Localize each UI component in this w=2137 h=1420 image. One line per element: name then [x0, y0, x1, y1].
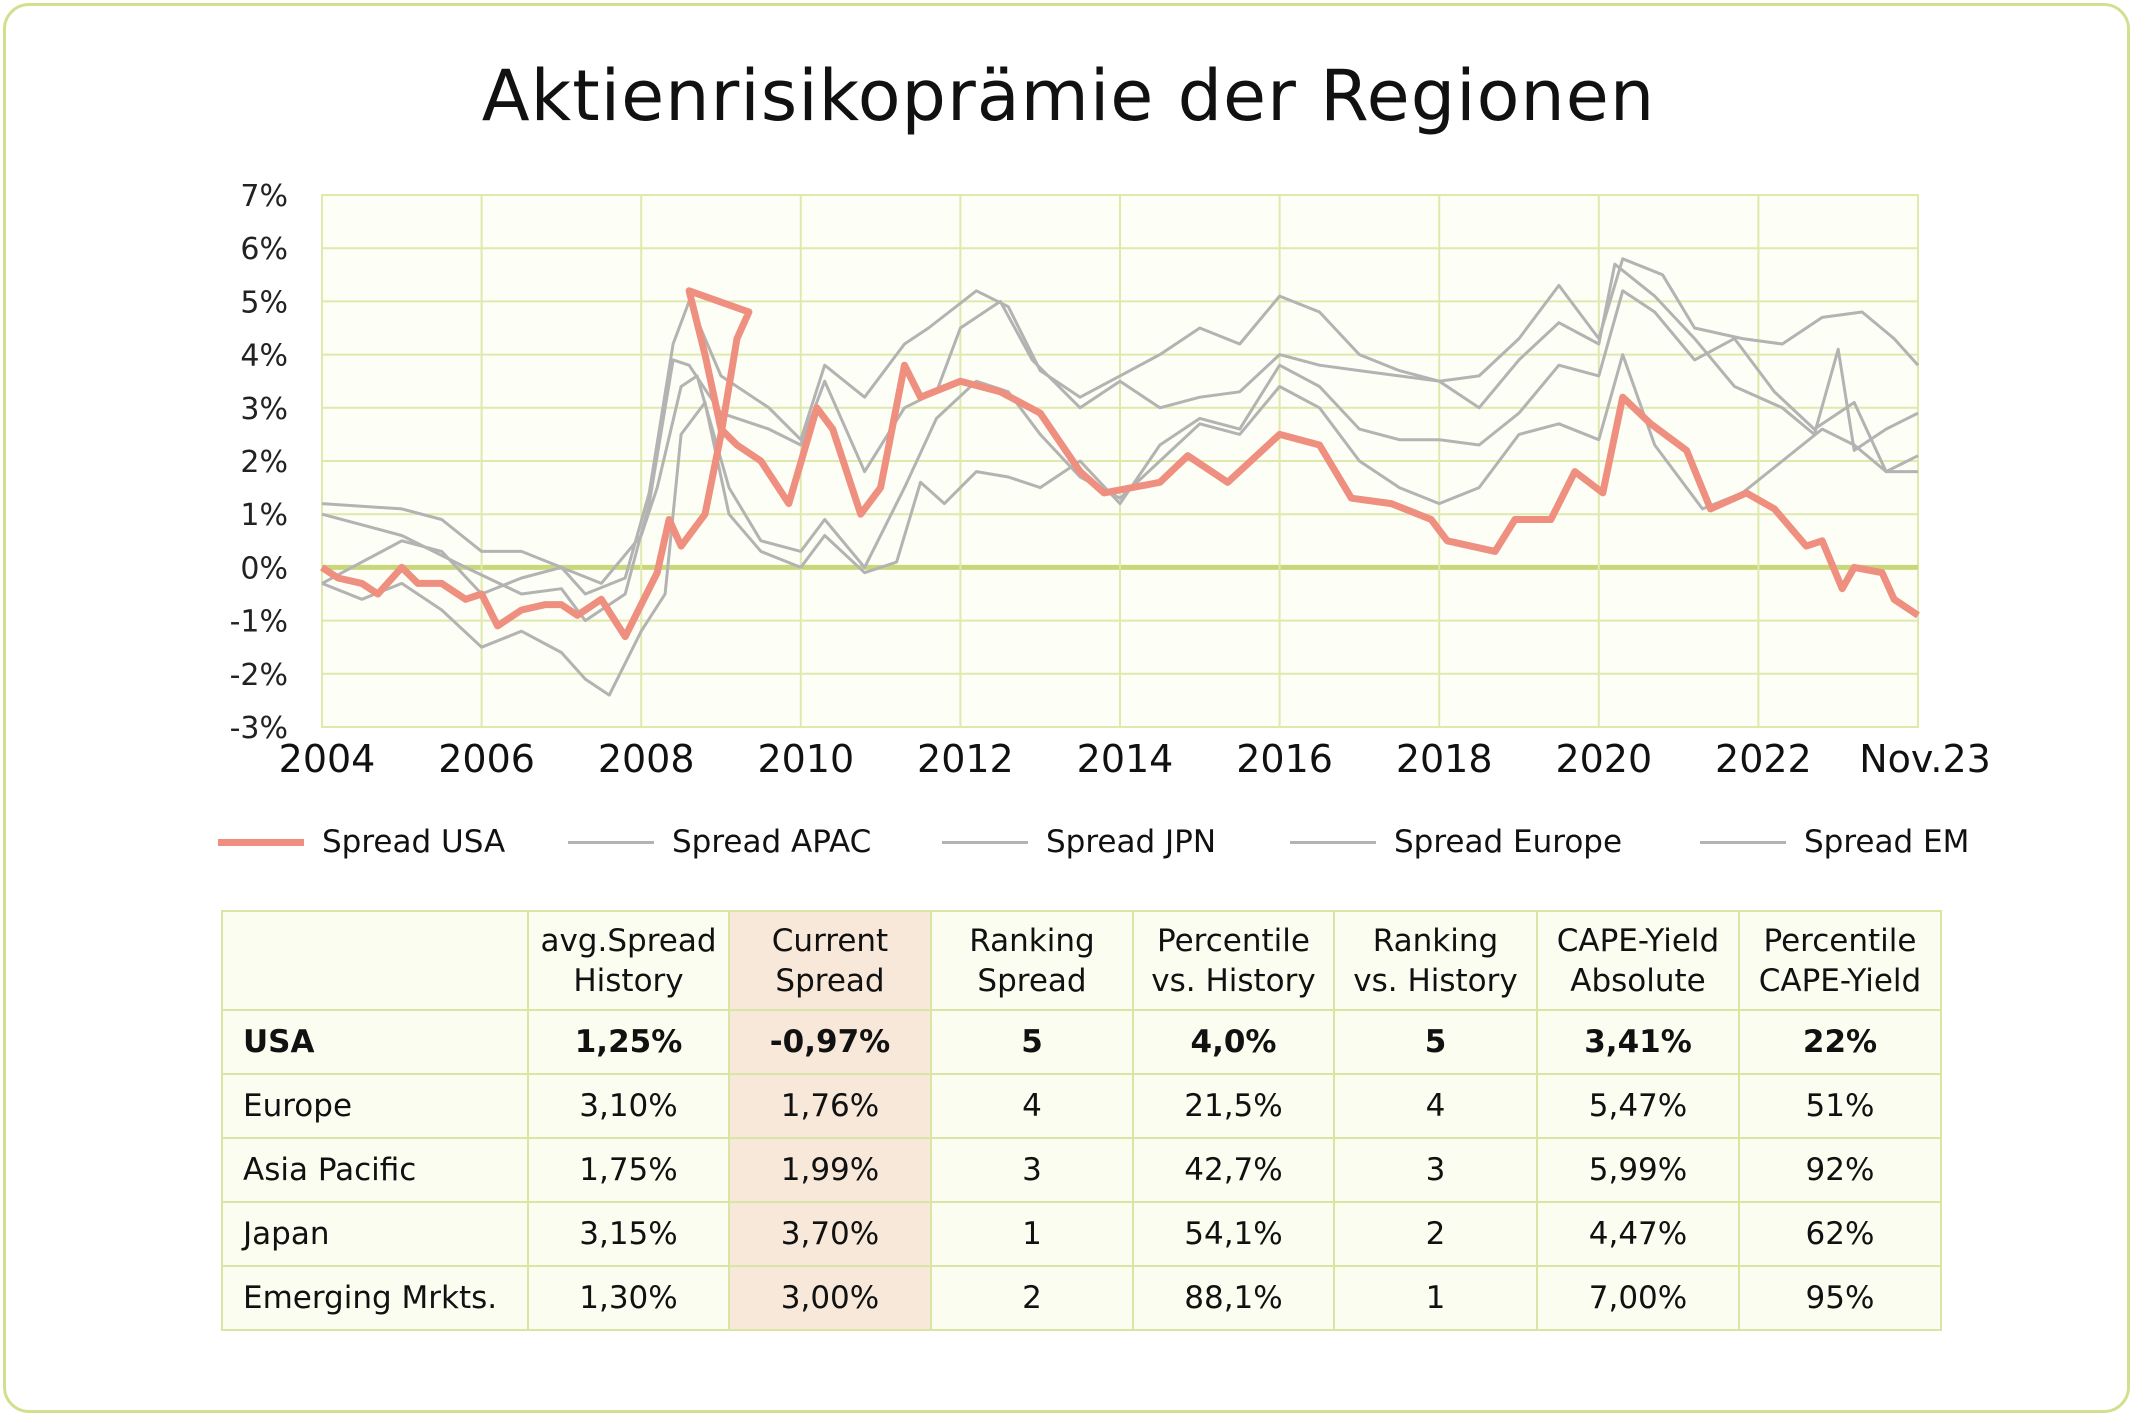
- value-cell: 3,15%: [527, 1201, 730, 1267]
- table-row: USA 1,25% -0,97% 5 4,0% 5 3,41% 22%: [221, 1009, 1942, 1075]
- x-tick-label: Nov.23: [1859, 737, 1991, 781]
- series-line-spread-em: [321, 289, 1918, 697]
- value-cell: 4: [1333, 1073, 1538, 1139]
- value-cell: 3,00%: [728, 1265, 932, 1331]
- value-cell: 1,99%: [728, 1137, 932, 1203]
- legend-item: Spread Europe: [1290, 822, 1622, 862]
- column-header: Percentile CAPE-Yield: [1738, 910, 1942, 1011]
- legend-item: Spread APAC: [568, 822, 871, 862]
- x-tick-label: 2016: [1236, 737, 1333, 781]
- y-tick-label: 7%: [240, 179, 288, 214]
- value-cell: 5: [930, 1009, 1134, 1075]
- legend-label: Spread APAC: [672, 824, 872, 860]
- value-cell: 3,70%: [728, 1201, 932, 1267]
- value-cell: -0,97%: [728, 1009, 932, 1075]
- y-tick-label: 6%: [240, 232, 288, 267]
- column-header: Ranking Spread: [930, 910, 1134, 1011]
- value-cell: 3: [930, 1137, 1134, 1203]
- value-cell: 22%: [1738, 1009, 1942, 1075]
- x-tick-label: 2010: [757, 737, 854, 781]
- legend-item: Spread JPN: [942, 822, 1216, 862]
- column-header: Ranking vs. History: [1333, 910, 1538, 1011]
- table-row: Asia Pacific 1,75% 1,99% 3 42,7% 3 5,99% 92%: [221, 1137, 1942, 1203]
- series-line-spread-apac: [321, 257, 1920, 596]
- x-tick-label: 2006: [438, 737, 535, 781]
- x-tick-label: 2012: [917, 737, 1014, 781]
- y-tick-label: 5%: [240, 285, 288, 320]
- value-cell: 1: [1333, 1265, 1538, 1331]
- value-cell: 2: [930, 1265, 1134, 1331]
- value-cell: 21,5%: [1132, 1073, 1335, 1139]
- x-tick-label: 2020: [1555, 737, 1652, 781]
- value-cell: 3,41%: [1536, 1009, 1740, 1075]
- column-header: avg.Spread History: [527, 910, 730, 1011]
- value-cell: 92%: [1738, 1137, 1942, 1203]
- y-tick-label: 2%: [240, 445, 288, 480]
- value-cell: 4: [930, 1073, 1134, 1139]
- legend-item: Spread EM: [1700, 822, 1969, 862]
- chart-title: Aktienrisikoprämie der Regionen: [481, 55, 1656, 137]
- x-tick-label: 2008: [598, 737, 695, 781]
- region-cell: Japan: [221, 1201, 529, 1267]
- value-cell: 4,47%: [1536, 1201, 1740, 1267]
- value-cell: 7,00%: [1536, 1265, 1740, 1331]
- table-row: Emerging Mrkts. 1,30% 3,00% 2 88,1% 1 7,00% 95%: [221, 1265, 1942, 1331]
- column-header: CAPE-Yield Absolute: [1536, 910, 1740, 1011]
- value-cell: 54,1%: [1132, 1201, 1335, 1267]
- value-cell: 62%: [1738, 1201, 1942, 1267]
- value-cell: 95%: [1738, 1265, 1942, 1331]
- table-row: Japan 3,15% 3,70% 1 54,1% 2 4,47% 62%: [221, 1201, 1942, 1267]
- value-cell: 5,99%: [1536, 1137, 1740, 1203]
- value-cell: 5,47%: [1536, 1073, 1740, 1139]
- legend-swatch: [1700, 840, 1786, 844]
- y-tick-label: 1%: [240, 498, 288, 533]
- series-line-spread-usa: [320, 287, 1920, 641]
- value-cell: 1,76%: [728, 1073, 932, 1139]
- value-cell: 42,7%: [1132, 1137, 1335, 1203]
- value-cell: 1,25%: [527, 1009, 730, 1075]
- x-tick-label: 2018: [1396, 737, 1493, 781]
- x-tick-label: 2022: [1715, 737, 1812, 781]
- region-cell: Europe: [221, 1073, 529, 1139]
- column-header: [221, 910, 529, 1011]
- column-header: Current Spread: [728, 910, 932, 1011]
- table-header-row: avg.Spread History Current Spread Ranking Spr…: [221, 910, 1942, 1011]
- value-cell: 4,0%: [1132, 1009, 1335, 1075]
- legend-label: Spread USA: [322, 824, 506, 860]
- summary-table: avg.Spread History Current Spread Ranking Spr…: [221, 910, 1942, 1331]
- legend-swatch: [1290, 840, 1376, 844]
- outer-frame: [3, 3, 2130, 1413]
- value-cell: 3,10%: [527, 1073, 730, 1139]
- y-tick-label: -1%: [230, 605, 288, 640]
- value-cell: 51%: [1738, 1073, 1942, 1139]
- column-header: Percentile vs. History: [1132, 910, 1335, 1011]
- legend-swatch: [218, 838, 304, 846]
- legend-swatch: [568, 840, 654, 844]
- value-cell: 1: [930, 1201, 1134, 1267]
- value-cell: 1,30%: [527, 1265, 730, 1331]
- value-cell: 2: [1333, 1201, 1538, 1267]
- legend-label: Spread JPN: [1046, 824, 1217, 860]
- legend-item: Spread USA: [218, 822, 505, 862]
- y-tick-label: -2%: [230, 658, 288, 693]
- y-tick-label: 3%: [240, 392, 288, 427]
- series-line-spread-jpn: [321, 262, 1919, 623]
- legend-swatch: [942, 840, 1028, 844]
- value-cell: 88,1%: [1132, 1265, 1335, 1331]
- region-cell: USA: [221, 1009, 529, 1075]
- x-tick-label: 2004: [279, 737, 376, 781]
- y-tick-label: -3%: [230, 711, 288, 746]
- legend-label: Spread Europe: [1394, 824, 1623, 860]
- value-cell: 5: [1333, 1009, 1538, 1075]
- region-cell: Asia Pacific: [221, 1137, 529, 1203]
- x-tick-label: 2014: [1077, 737, 1174, 781]
- value-cell: 1,75%: [527, 1137, 730, 1203]
- y-tick-label: 4%: [240, 339, 288, 374]
- y-tick-label: 0%: [240, 551, 288, 586]
- legend-label: Spread EM: [1804, 824, 1970, 860]
- line-chart: 7% 6% 5% 4% 3% 2% 1% 0% -1% -2% -3%2004 2006 2008 201…: [230, 179, 1991, 781]
- region-cell: Emerging Mrkts.: [221, 1265, 529, 1331]
- table-row: Europe 3,10% 1,76% 4 21,5% 4 5,47% 51%: [221, 1073, 1942, 1139]
- value-cell: 3: [1333, 1137, 1538, 1203]
